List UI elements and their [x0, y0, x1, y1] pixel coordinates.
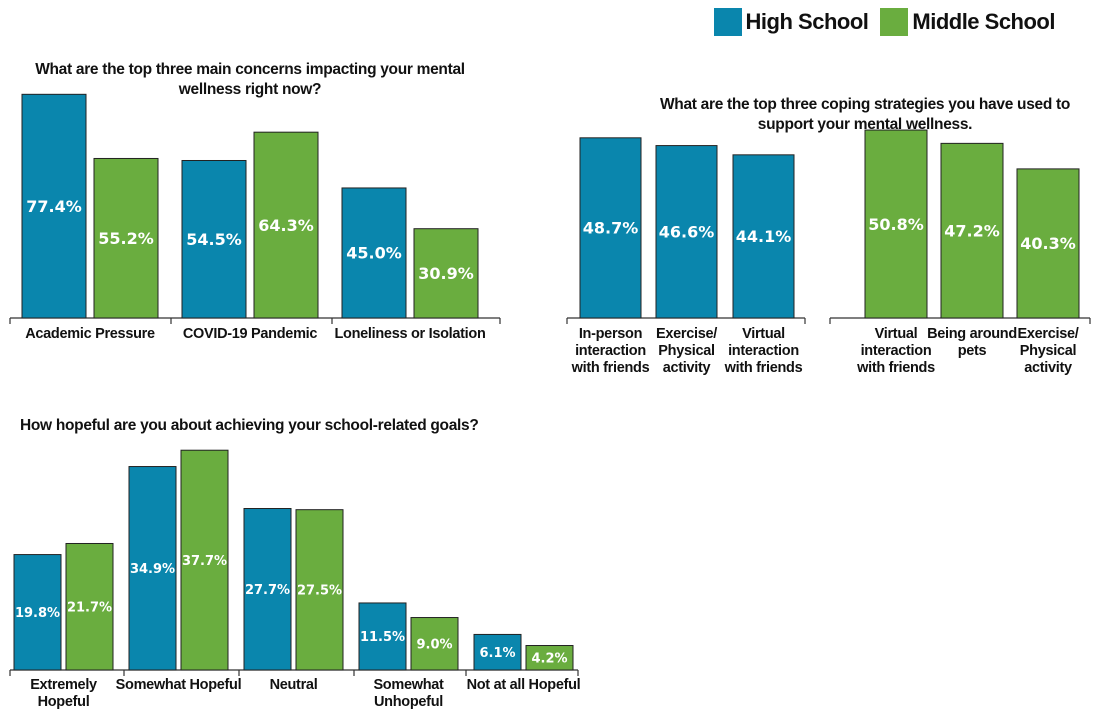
chart1-bar-ms-1-label: 64.3%: [258, 216, 314, 235]
chart3-bar-hs-0: [13, 554, 62, 671]
chart3-category-1: Somewhat Hopeful: [115, 677, 242, 693]
chart2-category-ms-1: Being around pets: [927, 326, 1017, 359]
chart3-bar-hs-3: [358, 602, 407, 671]
chart2-category-hs-0: In-person interaction with friends: [571, 326, 650, 376]
chart2-bar-hs-0: [579, 137, 642, 319]
chart1-bar-ms-2: [413, 228, 479, 319]
chart3-bar-hs-4-label: 6.1%: [479, 646, 515, 661]
chart1-bar-ms-0-label: 55.2%: [98, 229, 154, 248]
chart2-bar-hs-2: [732, 154, 795, 319]
legend-label-middle-school: Middle School: [912, 9, 1055, 34]
chart1-bar-hs-0-label: 77.4%: [26, 197, 82, 216]
legend-swatch-middle-school: [880, 8, 909, 36]
chart3-title: How hopeful are you about achieving your…: [20, 417, 479, 434]
chart2-title: What are the top three coping strategies…: [659, 96, 1071, 133]
chart1-category-1: COVID-19 Pandemic: [182, 326, 318, 342]
chart3-category-4: Not at all Hopeful: [466, 677, 581, 693]
chart1-bar-ms-2-label: 30.9%: [418, 264, 474, 283]
chart2-category-hs-1: Exercise/ Physical activity: [656, 326, 717, 376]
chart2-category-ms-0: Virtual interaction with friends: [857, 326, 935, 376]
chart2-bar-ms-0-label: 50.8%: [868, 215, 924, 234]
chart1-bar-hs-0: [21, 93, 87, 319]
chart3-bar-ms-3-label: 9.0%: [416, 637, 452, 652]
legend-label-high-school: High School: [745, 9, 869, 34]
chart3-category-0: Extremely Hopeful: [30, 677, 97, 710]
chart2-bar-hs-1: [655, 145, 718, 319]
chart1-bar-hs-2-label: 45.0%: [346, 244, 402, 263]
chart3-bar-hs-2-label: 27.7%: [245, 583, 290, 598]
chart3-category-3: Somewhat Unhopeful: [373, 677, 444, 710]
chart2-bar-ms-0: [864, 129, 928, 319]
chart3-bar-ms-2-label: 27.5%: [297, 584, 342, 599]
chart3-bar-ms-0-label: 21.7%: [67, 600, 112, 615]
chart1-bar-ms-0: [93, 157, 159, 319]
chart1-category-2: Loneliness or Isolation: [334, 326, 486, 342]
legend-swatch-high-school: [713, 8, 742, 36]
chart1-bar-hs-1: [181, 159, 247, 319]
chart1-category-0: Academic Pressure: [25, 326, 155, 342]
chart3-bar-hs-1-label: 34.9%: [130, 562, 175, 577]
chart2-bar-ms-2-label: 40.3%: [1020, 234, 1076, 253]
legend: High School Middle School: [708, 8, 1055, 36]
chart3-bar-ms-0: [65, 542, 114, 671]
chart3-bar-hs-1: [128, 466, 177, 671]
chart2-bar-ms-1: [940, 142, 1004, 319]
chart2-bar-hs-0-label: 48.7%: [583, 219, 639, 238]
chart2-category-ms-2: Exercise/ Physical activity: [1017, 326, 1079, 376]
chart3-bar-ms-4-label: 4.2%: [531, 651, 567, 666]
chart3-category-2: Neutral: [269, 677, 318, 693]
chart3-bar-hs-0-label: 19.8%: [15, 606, 60, 621]
chart2-category-hs-2: Virtual interaction with friends: [724, 326, 803, 376]
legend-item-middle-school: Middle School: [880, 8, 1055, 36]
chart2-bar-ms-1-label: 47.2%: [944, 221, 1000, 240]
chart3-bar-ms-1: [180, 449, 229, 671]
chart3-bar-ms-2: [295, 509, 344, 671]
chart3-bar-ms-3: [410, 617, 459, 671]
legend-item-high-school: High School: [713, 8, 869, 36]
chart3-bar-ms-4: [525, 645, 574, 671]
chart2-bar-hs-2-label: 44.1%: [736, 227, 792, 246]
chart2-bar-hs-1-label: 46.6%: [659, 223, 715, 242]
chart3-bar-hs-4: [473, 633, 522, 671]
chart1-bar-hs-2: [341, 187, 407, 319]
chart2-bar-ms-2: [1016, 168, 1080, 319]
chart1-bar-hs-1-label: 54.5%: [186, 230, 242, 249]
chart3-bar-hs-3-label: 11.5%: [360, 630, 405, 645]
chart1-title: What are the top three main concerns imp…: [35, 61, 465, 98]
chart3-bar-ms-1-label: 37.7%: [182, 554, 227, 569]
chart3-bar-hs-2: [243, 508, 292, 671]
chart1-bar-ms-1: [253, 131, 319, 319]
